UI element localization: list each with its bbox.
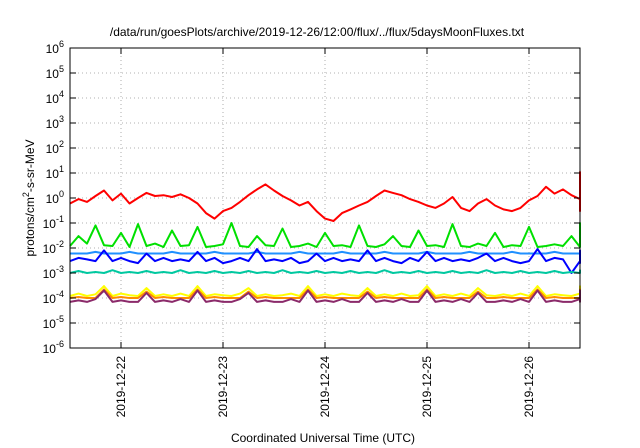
x-axis: 2019-12-22 2019-12-23 2019-12-24 2019-12-25… [114,48,536,417]
y-tick-label: 10-6 [43,339,64,356]
y-tick-label: 103 [46,114,64,131]
y-tick-label-exponent: 0 [59,189,64,199]
y-tick-label: 100 [46,189,64,206]
y-axis-title-rest: -s-sr-MeV [23,139,37,192]
y-tick-label-base: 10 [43,267,57,281]
series-line-5 [69,269,581,274]
y-tick-label-exponent: -6 [56,339,64,349]
x-tick-label: 2019-12-26 [522,356,536,418]
chart-title: /data/run/goesPlots/archive/2019-12-26/1… [110,25,525,39]
y-tick-label-exponent: -4 [56,289,64,299]
y-axis-title: protons/cm2-s-sr-MeV [21,139,37,256]
x-tick-label: 2019-12-23 [216,356,230,418]
y-tick-label-base: 10 [46,142,60,156]
x-tick-label: 2019-12-24 [318,356,332,418]
y-tick-label-exponent: -2 [56,239,64,249]
grid [70,48,580,348]
y-tick-label-base: 10 [46,192,60,206]
y-tick-label: 101 [46,164,64,181]
x-tick-label: 2019-12-22 [114,356,128,418]
x-axis-title: Coordinated Universal Time (UTC) [231,431,415,445]
y-tick-label-exponent: -5 [56,314,64,324]
y-tick-label: 10-4 [43,289,64,306]
y-tick-label-base: 10 [43,342,57,356]
y-tick-label-base: 10 [46,67,60,81]
y-axis-title-main: protons/cm [23,197,37,256]
y-tick-label: 10-5 [43,314,64,331]
y-tick-label: 104 [46,89,64,106]
y-tick-label-exponent: -1 [56,214,64,224]
y-axis: 10-610-510-410-310-210-11001011021031041… [43,39,580,356]
series-line-2 [69,222,581,248]
y-tick-label-base: 10 [46,167,60,181]
y-tick-label-exponent: -3 [56,264,64,274]
y-tick-label-base: 10 [46,117,60,131]
y-tick-label-exponent: 1 [59,164,64,174]
y-tick-label-exponent: 4 [59,89,64,99]
y-tick-label: 10-2 [43,239,64,256]
y-tick-label-base: 10 [43,317,57,331]
y-tick-label-base: 10 [43,292,57,306]
y-tick-label-exponent: 5 [59,64,64,74]
y-tick-label: 10-1 [43,214,64,231]
y-tick-label: 102 [46,139,64,156]
y-tick-label: 106 [46,39,64,56]
y-tick-label-exponent: 2 [59,139,64,149]
y-tick-label-base: 10 [46,42,60,56]
y-tick-label-base: 10 [43,242,57,256]
y-tick-label-base: 10 [46,92,60,106]
y-tick-label-base: 10 [43,217,57,231]
y-tick-label-exponent: 6 [59,39,64,49]
y-tick-label-exponent: 3 [59,114,64,124]
y-axis-title-sup: 2 [21,192,31,197]
y-tick-label: 105 [46,64,64,81]
y-tick-label: 10-3 [43,264,64,281]
x-tick-label: 2019-12-25 [420,356,434,418]
